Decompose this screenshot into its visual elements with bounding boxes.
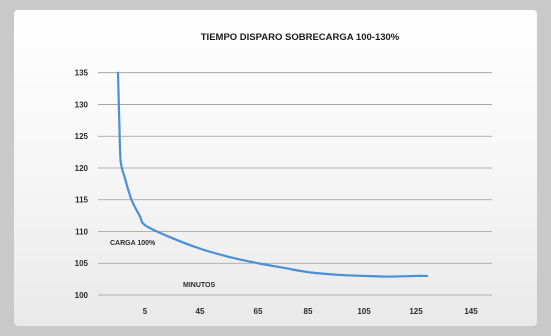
x-tick-label: 85	[304, 307, 313, 316]
y-tick-label: 110	[75, 227, 88, 236]
y-tick-label: 115	[75, 196, 88, 205]
y-tick-label: 105	[75, 259, 89, 268]
y-tick-label: 125	[75, 132, 89, 141]
annotation-label: CARGA 100%	[110, 240, 156, 247]
x-tick-label: 65	[254, 307, 263, 316]
chart-title: TIEMPO DISPARO SOBRECARGA 100-130%	[201, 32, 400, 43]
x-tick-label: 105	[357, 307, 371, 316]
x-tick-label: 125	[409, 307, 423, 316]
y-tick-label: 120	[75, 164, 89, 173]
series-layer	[116, 71, 429, 278]
grid-layer	[98, 72, 492, 296]
x-tick-label: 5	[143, 307, 148, 316]
annotations: CARGA 100% MINUTOS	[110, 240, 215, 289]
x-axis-ticks: 5 45 65 85 105 125 145	[143, 307, 478, 316]
x-tick-label: 45	[196, 307, 205, 316]
series-line-0	[116, 71, 429, 278]
x-tick-label: 145	[464, 307, 478, 316]
y-tick-label: 135	[75, 69, 89, 78]
y-tick-label: 130	[75, 100, 89, 109]
y-axis-ticks: 100 105 110 115 120 125 130 135	[75, 69, 89, 300]
annotation-label: MINUTOS	[183, 282, 215, 289]
y-tick-label: 100	[75, 291, 89, 300]
